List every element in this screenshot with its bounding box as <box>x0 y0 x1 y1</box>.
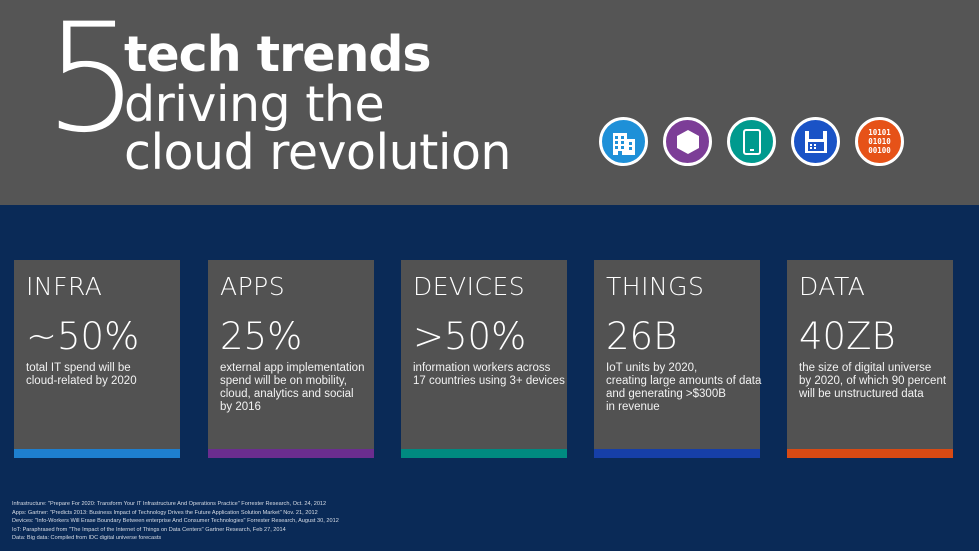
card-description: total IT spend will be cloud-related by … <box>26 362 186 388</box>
card-description-line: total IT spend will be <box>26 362 131 374</box>
card-description-line: by 2020, of which 90 percent <box>799 375 947 387</box>
building-icon <box>599 117 648 166</box>
card-label: APPS <box>220 272 286 301</box>
card-accent-bar <box>14 449 180 458</box>
card-apps: APPS 25% external app implementation spe… <box>208 260 374 458</box>
card-label: DEVICES <box>413 272 526 301</box>
card-description-line: information workers across <box>413 362 551 374</box>
card-description: IoT units by 2020, creating large amount… <box>606 362 766 414</box>
headline-line-3: cloud revolution <box>124 124 512 181</box>
card-data: DATA 40ZB the size of digital universe b… <box>787 260 953 458</box>
headline-line-2: driving the <box>124 76 385 133</box>
card-description-line: creating large amounts of data <box>606 375 762 387</box>
headline-number: 5 <box>44 0 139 166</box>
header-banner: 5 tech trends driving the cloud revoluti… <box>0 0 979 205</box>
card-description-line: cloud, analytics and social <box>220 388 354 400</box>
card-accent-bar <box>594 449 760 458</box>
card-description-line: cloud-related by 2020 <box>26 375 137 387</box>
tablet-icon <box>727 117 776 166</box>
footnote-line: Apps: Gartner: "Predicts 2013: Business … <box>12 509 318 516</box>
footnote-line: Infrastructure: "Prepare For 2020: Trans… <box>12 501 327 507</box>
card-value: 40ZB <box>799 315 896 358</box>
card-description: information workers across 17 countries … <box>413 362 573 388</box>
footnote-line: Data: Big data: Compiled from IDC digita… <box>12 535 162 542</box>
card-description-line: IoT units by 2020, <box>606 362 698 374</box>
data-bits-row: 00100 <box>868 146 891 155</box>
card-devices: DEVICES >50% information workers across … <box>401 260 567 458</box>
card-value: >50% <box>413 315 527 358</box>
card-label: THINGS <box>606 272 705 301</box>
card-value: ~50% <box>26 315 140 358</box>
save-disk-icon <box>791 117 840 166</box>
card-label: DATA <box>799 272 866 301</box>
card-accent-bar <box>208 449 374 458</box>
card-infra: INFRA ~50% total IT spend will be cloud-… <box>14 260 180 458</box>
card-value: 26B <box>606 315 678 358</box>
footnote-line: Devices: "Info-Workers Will Erase Bounda… <box>12 518 339 525</box>
hexagon-icon <box>663 117 712 166</box>
card-accent-bar <box>401 449 567 458</box>
data-bits-icon: 10101 01010 00100 <box>855 117 904 166</box>
trend-icons: 10101 01010 00100 <box>599 117 904 166</box>
card-description-line: in revenue <box>606 401 660 413</box>
headline-line-1: tech trends <box>124 26 432 83</box>
card-description-line: will be unstructured data <box>799 388 924 400</box>
card-label: INFRA <box>26 272 103 301</box>
data-bits-row: 01010 <box>868 137 891 146</box>
card-description-line: spend will be on mobility, <box>220 375 347 387</box>
card-description-line: 17 countries using 3+ devices <box>413 375 565 387</box>
card-description-line: by 2016 <box>220 401 261 413</box>
card-description-line: the size of digital universe <box>799 362 932 374</box>
card-description-line: and generating >$300B <box>606 388 726 400</box>
footnote-line: IoT: Paraphrased from "The Impact of the… <box>12 526 286 533</box>
card-value: 25% <box>220 315 303 358</box>
card-accent-bar <box>787 449 953 458</box>
card-description-line: external app implementation <box>220 362 365 374</box>
source-footnotes: Infrastructure: "Prepare For 2020: Trans… <box>12 500 512 543</box>
card-description: external app implementation spend will b… <box>220 362 380 414</box>
data-bits-row: 10101 <box>868 128 891 137</box>
card-things: THINGS 26B IoT units by 2020, creating l… <box>594 260 761 458</box>
card-description: the size of digital universe by 2020, of… <box>799 362 959 401</box>
